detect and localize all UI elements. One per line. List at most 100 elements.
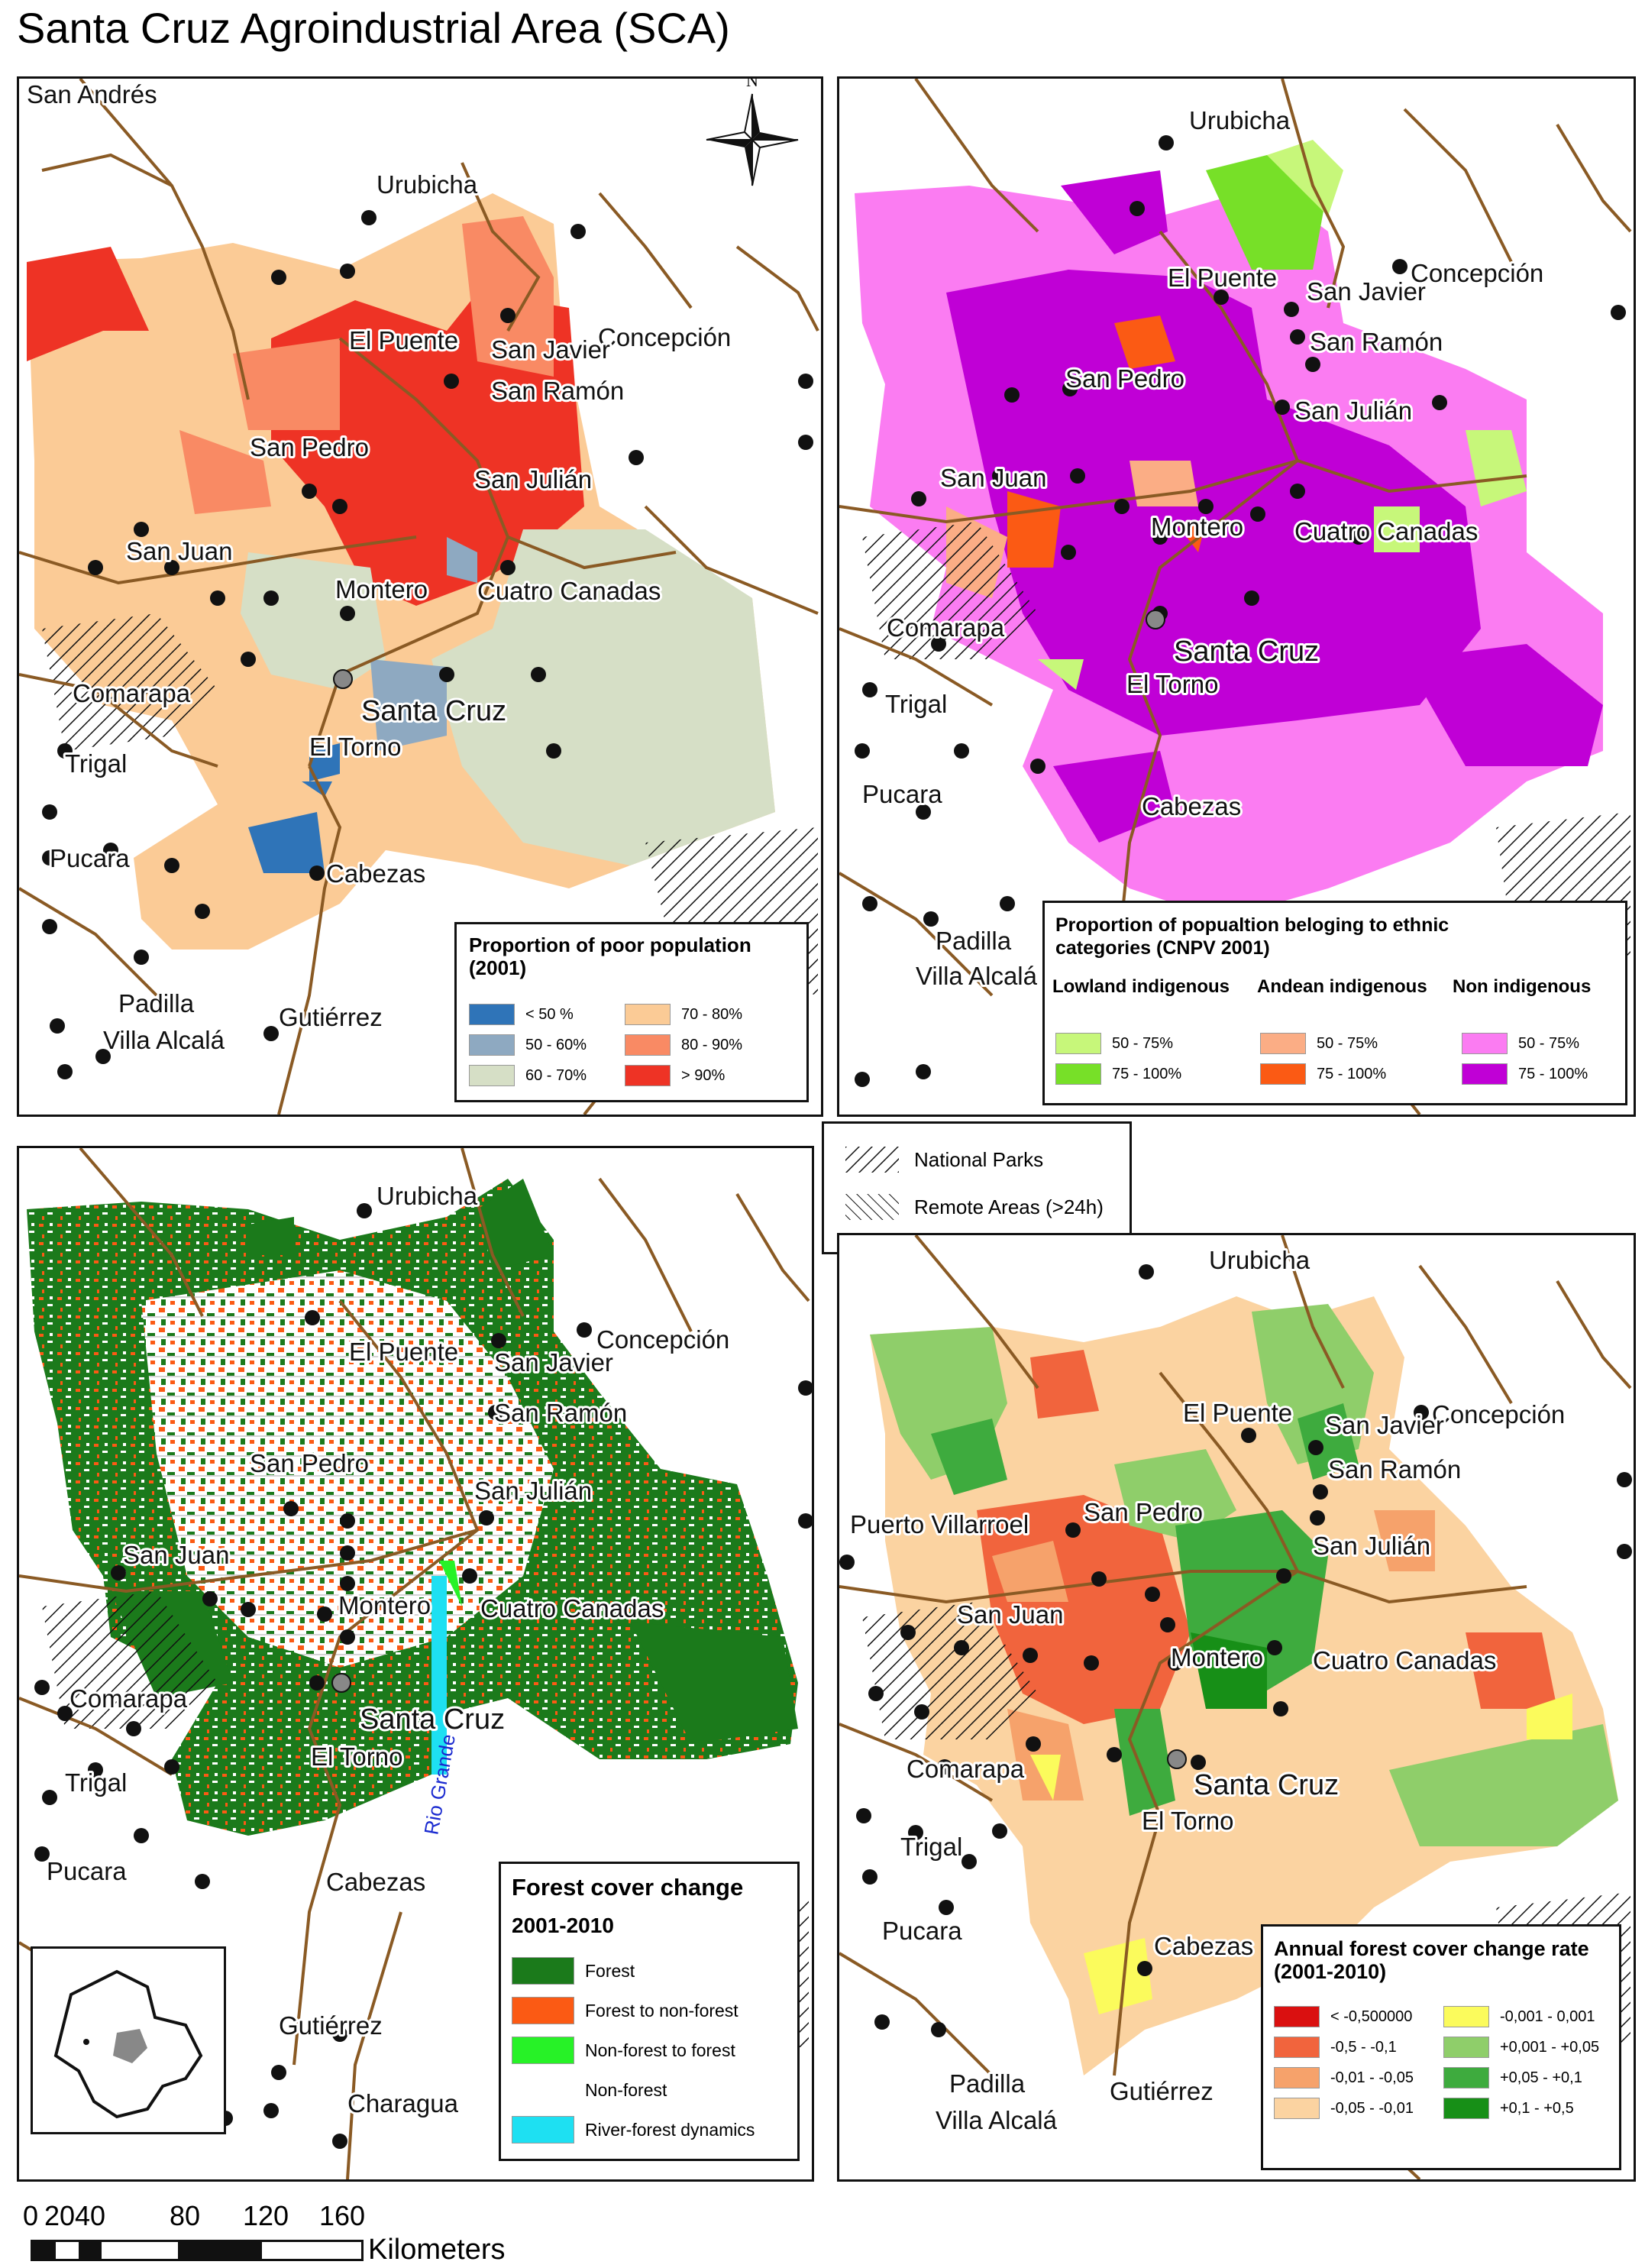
legend-group-lowland: Lowland indigenous bbox=[1052, 976, 1230, 997]
town-label-el-torno: El Torno bbox=[1142, 1807, 1233, 1835]
map-panel-forest: Urubicha Concepción El Puente San Javier… bbox=[17, 1146, 814, 2182]
town-label-san-pedro: San Pedro bbox=[250, 433, 369, 461]
town-label-montero: Montero bbox=[1171, 1643, 1263, 1671]
town-label-san-javier: San Javier bbox=[1325, 1411, 1444, 1439]
scale-bar-graphic bbox=[31, 2240, 364, 2261]
town-label-santa-cruz: Santa Cruz bbox=[1194, 1769, 1339, 1801]
town-label-villa-alcala: Villa Alcalá bbox=[936, 2106, 1058, 2134]
town-label-san-andres: San Andrés bbox=[27, 80, 157, 108]
town-label-puerto-villarroel: Puerto Villarroel bbox=[850, 1510, 1029, 1538]
town-label-urubicha: Urubicha bbox=[1189, 106, 1291, 134]
road-network bbox=[19, 1148, 810, 2179]
legend-item: +0,05 - +0,1 bbox=[1443, 2067, 1582, 2088]
town-label-san-ramon: San Ramón bbox=[1328, 1455, 1461, 1483]
road-network bbox=[839, 1235, 1632, 2179]
legend-item: < 50 % bbox=[469, 1004, 574, 1025]
town-markers bbox=[839, 1264, 1632, 2037]
town-label-comarapa: Comarapa bbox=[907, 1755, 1025, 1783]
town-label-trigal: Trigal bbox=[65, 1768, 127, 1797]
national-park-area bbox=[42, 613, 218, 751]
legend-item: +0,001 - +0,05 bbox=[1443, 2037, 1599, 2058]
town-markers bbox=[42, 210, 813, 1079]
legend-item: Non-forest bbox=[512, 2076, 667, 2104]
legend-item: 75 - 100% bbox=[1260, 1063, 1386, 1085]
legend-item: 50 - 75% bbox=[1260, 1033, 1378, 1054]
legend-item: -0,5 - -0,1 bbox=[1274, 2037, 1397, 2058]
town-label-san-javier: San Javier bbox=[494, 1348, 613, 1377]
town-label-concepcion: Concepción bbox=[598, 323, 731, 351]
legend-item: > 90% bbox=[625, 1065, 725, 1086]
ethnic-map-canvas: Urubicha Concepción El Puente San Javier… bbox=[839, 79, 1632, 1115]
map-title: Santa Cruz Agroindustrial Area (SCA) bbox=[17, 4, 730, 52]
sca-region-ethnic bbox=[855, 140, 1603, 919]
town-label-villa-alcala: Villa Alcalá bbox=[916, 962, 1038, 990]
town-label-cabezas: Cabezas bbox=[326, 1868, 425, 1896]
legend-item: 50 - 75% bbox=[1055, 1033, 1173, 1054]
town-label-el-torno: El Torno bbox=[1126, 670, 1218, 698]
town-label-el-torno: El Torno bbox=[311, 1742, 402, 1771]
map-panel-poverty: San Andrés Urubicha Concepción El Puente… bbox=[17, 76, 823, 1117]
town-label-concepcion: Concepción bbox=[596, 1325, 729, 1354]
town-label-urubicha: Urubicha bbox=[377, 170, 478, 199]
inset-sca-area bbox=[113, 2029, 147, 2063]
map-panel-rate: Urubicha Concepción El Puente San Javier… bbox=[837, 1233, 1636, 2182]
legend-item: Forest bbox=[512, 1957, 635, 1985]
town-label-urubicha: Urubicha bbox=[377, 1182, 478, 1210]
town-label-pucara: Pucara bbox=[882, 1917, 962, 1945]
town-label-san-juan: San Juan bbox=[123, 1541, 229, 1569]
north-arrow: N bbox=[706, 79, 799, 186]
town-label-comarapa: Comarapa bbox=[73, 679, 191, 707]
legend-forest-title: Forest cover change bbox=[512, 1874, 744, 1901]
national-park-area bbox=[862, 522, 1038, 659]
legend-item: Non-forest to forest bbox=[512, 2037, 735, 2064]
town-label-gutierrez: Gutiérrez bbox=[1110, 2077, 1214, 2105]
town-label-el-torno: El Torno bbox=[309, 733, 401, 761]
north-label: N bbox=[746, 79, 758, 90]
town-label-san-pedro: San Pedro bbox=[250, 1449, 369, 1477]
legend-item: Forest to non-forest bbox=[512, 1997, 738, 2024]
town-label-san-pedro: San Pedro bbox=[1065, 364, 1184, 393]
town-label-el-puente: El Puente bbox=[1183, 1399, 1292, 1427]
sca-region-poverty bbox=[27, 193, 775, 950]
town-label-san-pedro: San Pedro bbox=[1084, 1498, 1203, 1526]
legend-item: 50 - 75% bbox=[1462, 1033, 1579, 1054]
town-label-comarapa: Comarapa bbox=[69, 1684, 188, 1713]
town-label-charagua: Charagua bbox=[347, 2089, 459, 2118]
town-label-santa-cruz: Santa Cruz bbox=[360, 1703, 505, 1736]
santa-cruz-marker bbox=[331, 1673, 351, 1693]
town-label-san-ramon: San Ramón bbox=[1310, 328, 1443, 356]
town-label-san-julian: San Julián bbox=[474, 465, 592, 493]
sca-region-forest bbox=[27, 1179, 798, 1836]
town-label-comarapa: Comarapa bbox=[887, 613, 1005, 642]
legend-rate: Annual forest cover change rate (2001-20… bbox=[1261, 1924, 1621, 2170]
town-label-cuatro-canadas: Cuatro Canadas bbox=[1294, 517, 1478, 545]
town-label-san-julian: San Julián bbox=[474, 1477, 592, 1505]
town-label-san-julian: San Julián bbox=[1313, 1532, 1430, 1560]
legend-forest-subtitle: 2001-2010 bbox=[512, 1914, 614, 1937]
legend-group-non: Non indigenous bbox=[1453, 976, 1592, 997]
legend-item: 75 - 100% bbox=[1055, 1063, 1181, 1085]
scale-unit: Kilometers bbox=[368, 2234, 506, 2266]
town-label-cabezas: Cabezas bbox=[1142, 792, 1241, 820]
town-label-cuatro-canadas: Cuatro Canadas bbox=[1313, 1646, 1496, 1674]
town-label-san-juan: San Juan bbox=[940, 464, 1046, 492]
legend-ethnic: Proportion of popualtion beloging to eth… bbox=[1042, 901, 1627, 1105]
town-label-concepcion: Concepción bbox=[1411, 259, 1543, 287]
town-label-san-juan: San Juan bbox=[126, 537, 232, 565]
national-park-area bbox=[42, 1591, 218, 1729]
town-markers bbox=[855, 135, 1626, 1087]
town-label-trigal: Trigal bbox=[65, 749, 127, 778]
legend-group-andean: Andean indigenous bbox=[1257, 976, 1427, 997]
legend-poverty: Proportion of poor population (2001) < 5… bbox=[454, 922, 809, 1102]
town-label-san-julian: San Julián bbox=[1294, 396, 1412, 425]
town-markers bbox=[34, 1203, 812, 2149]
legend-item: -0,05 - -0,01 bbox=[1274, 2098, 1414, 2119]
legend-item: 60 - 70% bbox=[469, 1065, 587, 1086]
town-label-santa-cruz: Santa Cruz bbox=[1174, 636, 1319, 668]
town-label-el-puente: El Puente bbox=[349, 326, 458, 354]
santa-cruz-marker bbox=[1146, 610, 1165, 629]
town-label-cabezas: Cabezas bbox=[1154, 1932, 1253, 1960]
legend-item: 75 - 100% bbox=[1462, 1063, 1588, 1085]
town-label-montero: Montero bbox=[1151, 513, 1243, 541]
legend-item: 50 - 60% bbox=[469, 1034, 587, 1056]
